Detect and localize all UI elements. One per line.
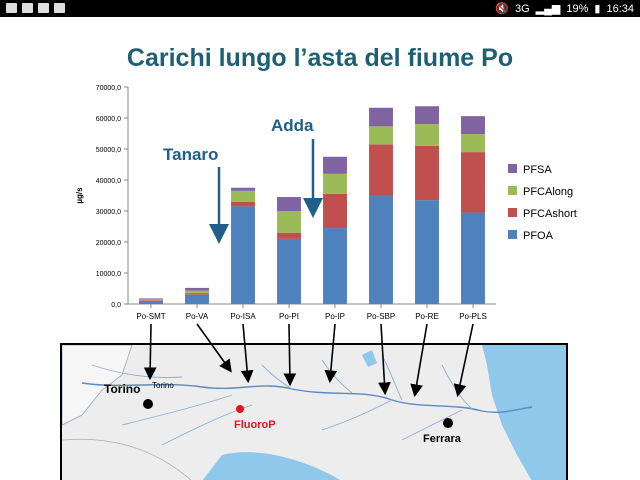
notification-icon	[6, 3, 17, 13]
bar-segment-pfsa	[461, 116, 485, 135]
notification-icon	[22, 3, 33, 13]
legend-swatch-pfsa	[508, 164, 517, 173]
x-tick-label: Po-SMT	[136, 312, 165, 321]
slide: Carichi lungo l’asta del fiume Po 0,0 100…	[0, 17, 640, 480]
notification-icons	[6, 3, 65, 13]
x-tick-label: Po-IP	[325, 312, 345, 321]
x-tick-label: Po-RE	[415, 312, 439, 321]
map-label-ferrara: Ferrara	[423, 433, 462, 445]
bar-segment-pfoa	[277, 238, 301, 304]
x-tick-label: Po-PLS	[459, 312, 487, 321]
slide-title: Carichi lungo l’asta del fiume Po	[126, 44, 514, 72]
y-tick-label: 20000,0	[96, 240, 121, 247]
bar-segment-pfcashort	[461, 152, 485, 213]
legend-label: PFCAshort	[523, 208, 577, 220]
bar-segment-pfsa	[277, 197, 301, 211]
bar-segment-pfcashort	[185, 293, 209, 295]
y-tick-label: 10000,0	[96, 271, 121, 278]
bar-segment-pfsa	[185, 287, 209, 291]
bar-segment-pfcalong	[323, 173, 347, 194]
stacked-bar-chart: 0,0 10000,0 20000,0 30000,0 40000,0 50000,0 60…	[75, 85, 577, 321]
bar-segment-pfcashort	[277, 232, 301, 239]
battery-icon: ▮	[594, 3, 601, 15]
bar-segment-pfoa	[231, 206, 255, 304]
fluorop-marker	[236, 405, 244, 413]
legend-swatch-pfcashort	[508, 208, 517, 217]
bar-segment-pfsa	[323, 156, 347, 174]
po-river-map: Torino Torino FluoroP Ferrara	[60, 343, 568, 480]
bar-segment-pfcashort	[369, 144, 393, 196]
battery-percent: 19%	[566, 2, 589, 15]
torino-marker	[143, 399, 153, 409]
y-tick-label: 40000,0	[96, 178, 121, 185]
bar-segment-pfcashort	[415, 145, 439, 201]
status-right: 🔇 3G ▂▄▆ 19% ▮ 16:34	[495, 2, 634, 16]
bar-segment-pfoa	[323, 228, 347, 304]
bar-segment-pfcashort	[231, 201, 255, 207]
network-label: 3G	[514, 2, 530, 15]
y-tick-label: 60000,0	[96, 116, 121, 123]
legend-swatch-pfoa	[508, 230, 517, 239]
legend-label: PFCAlong	[523, 186, 573, 198]
status-bar: 🔇 3G ▂▄▆ 19% ▮ 16:34	[0, 0, 640, 17]
bar-segment-pfsa	[139, 298, 163, 300]
bar-segment-pfcalong	[277, 211, 301, 233]
x-tick-label: Po-VA	[186, 312, 209, 321]
signal-icon: ▂▄▆	[535, 3, 561, 15]
y-tick-label: 0,0	[111, 302, 121, 309]
x-tick-label: Po-ISA	[230, 312, 256, 321]
bar-segment-pfsa	[231, 187, 255, 191]
bar-segment-pfoa	[461, 212, 485, 304]
x-tick-label: Po-SBP	[367, 312, 395, 321]
bar-segment-pfoa	[415, 200, 439, 304]
y-tick-label: 70000,0	[96, 85, 121, 92]
bar-segment-pfcashort	[323, 193, 347, 229]
y-axis-label: µg/s	[75, 187, 84, 204]
clock: 16:34	[606, 2, 634, 15]
bar-segment-pfoa	[185, 294, 209, 304]
ferrara-marker	[443, 418, 453, 428]
bar-segment-pfcalong	[231, 190, 255, 202]
map-label-fluorop: FluoroP	[234, 419, 276, 431]
map-label-torino-small: Torino	[152, 381, 174, 390]
bar-segment-pfcalong	[369, 126, 393, 145]
bar-segment-pfcalong	[415, 124, 439, 146]
bar-segment-pfsa	[369, 107, 393, 127]
map-label-torino: Torino	[104, 382, 140, 396]
linkedin-icon	[54, 3, 65, 13]
x-tick-label: Po-PI	[279, 312, 299, 321]
bar-segment-pfcalong	[185, 290, 209, 294]
bar-segment-pfcashort	[139, 300, 163, 301]
legend-label: PFOA	[523, 230, 554, 242]
bar-segment-pfcalong	[461, 134, 485, 153]
legend-label: PFSA	[523, 164, 552, 176]
map-graphic: Torino Torino FluoroP Ferrara	[62, 345, 566, 480]
legend-swatch-pfcalong	[508, 186, 517, 195]
bar-segment-pfcalong	[139, 299, 163, 301]
bar-segment-pfoa	[369, 195, 393, 304]
bar-segment-pfoa	[139, 300, 163, 304]
y-tick-label: 30000,0	[96, 209, 121, 216]
notification-icon	[38, 3, 49, 13]
bar-segment-pfsa	[415, 106, 439, 125]
y-tick-label: 50000,0	[96, 147, 121, 154]
mute-icon: 🔇	[495, 3, 509, 15]
